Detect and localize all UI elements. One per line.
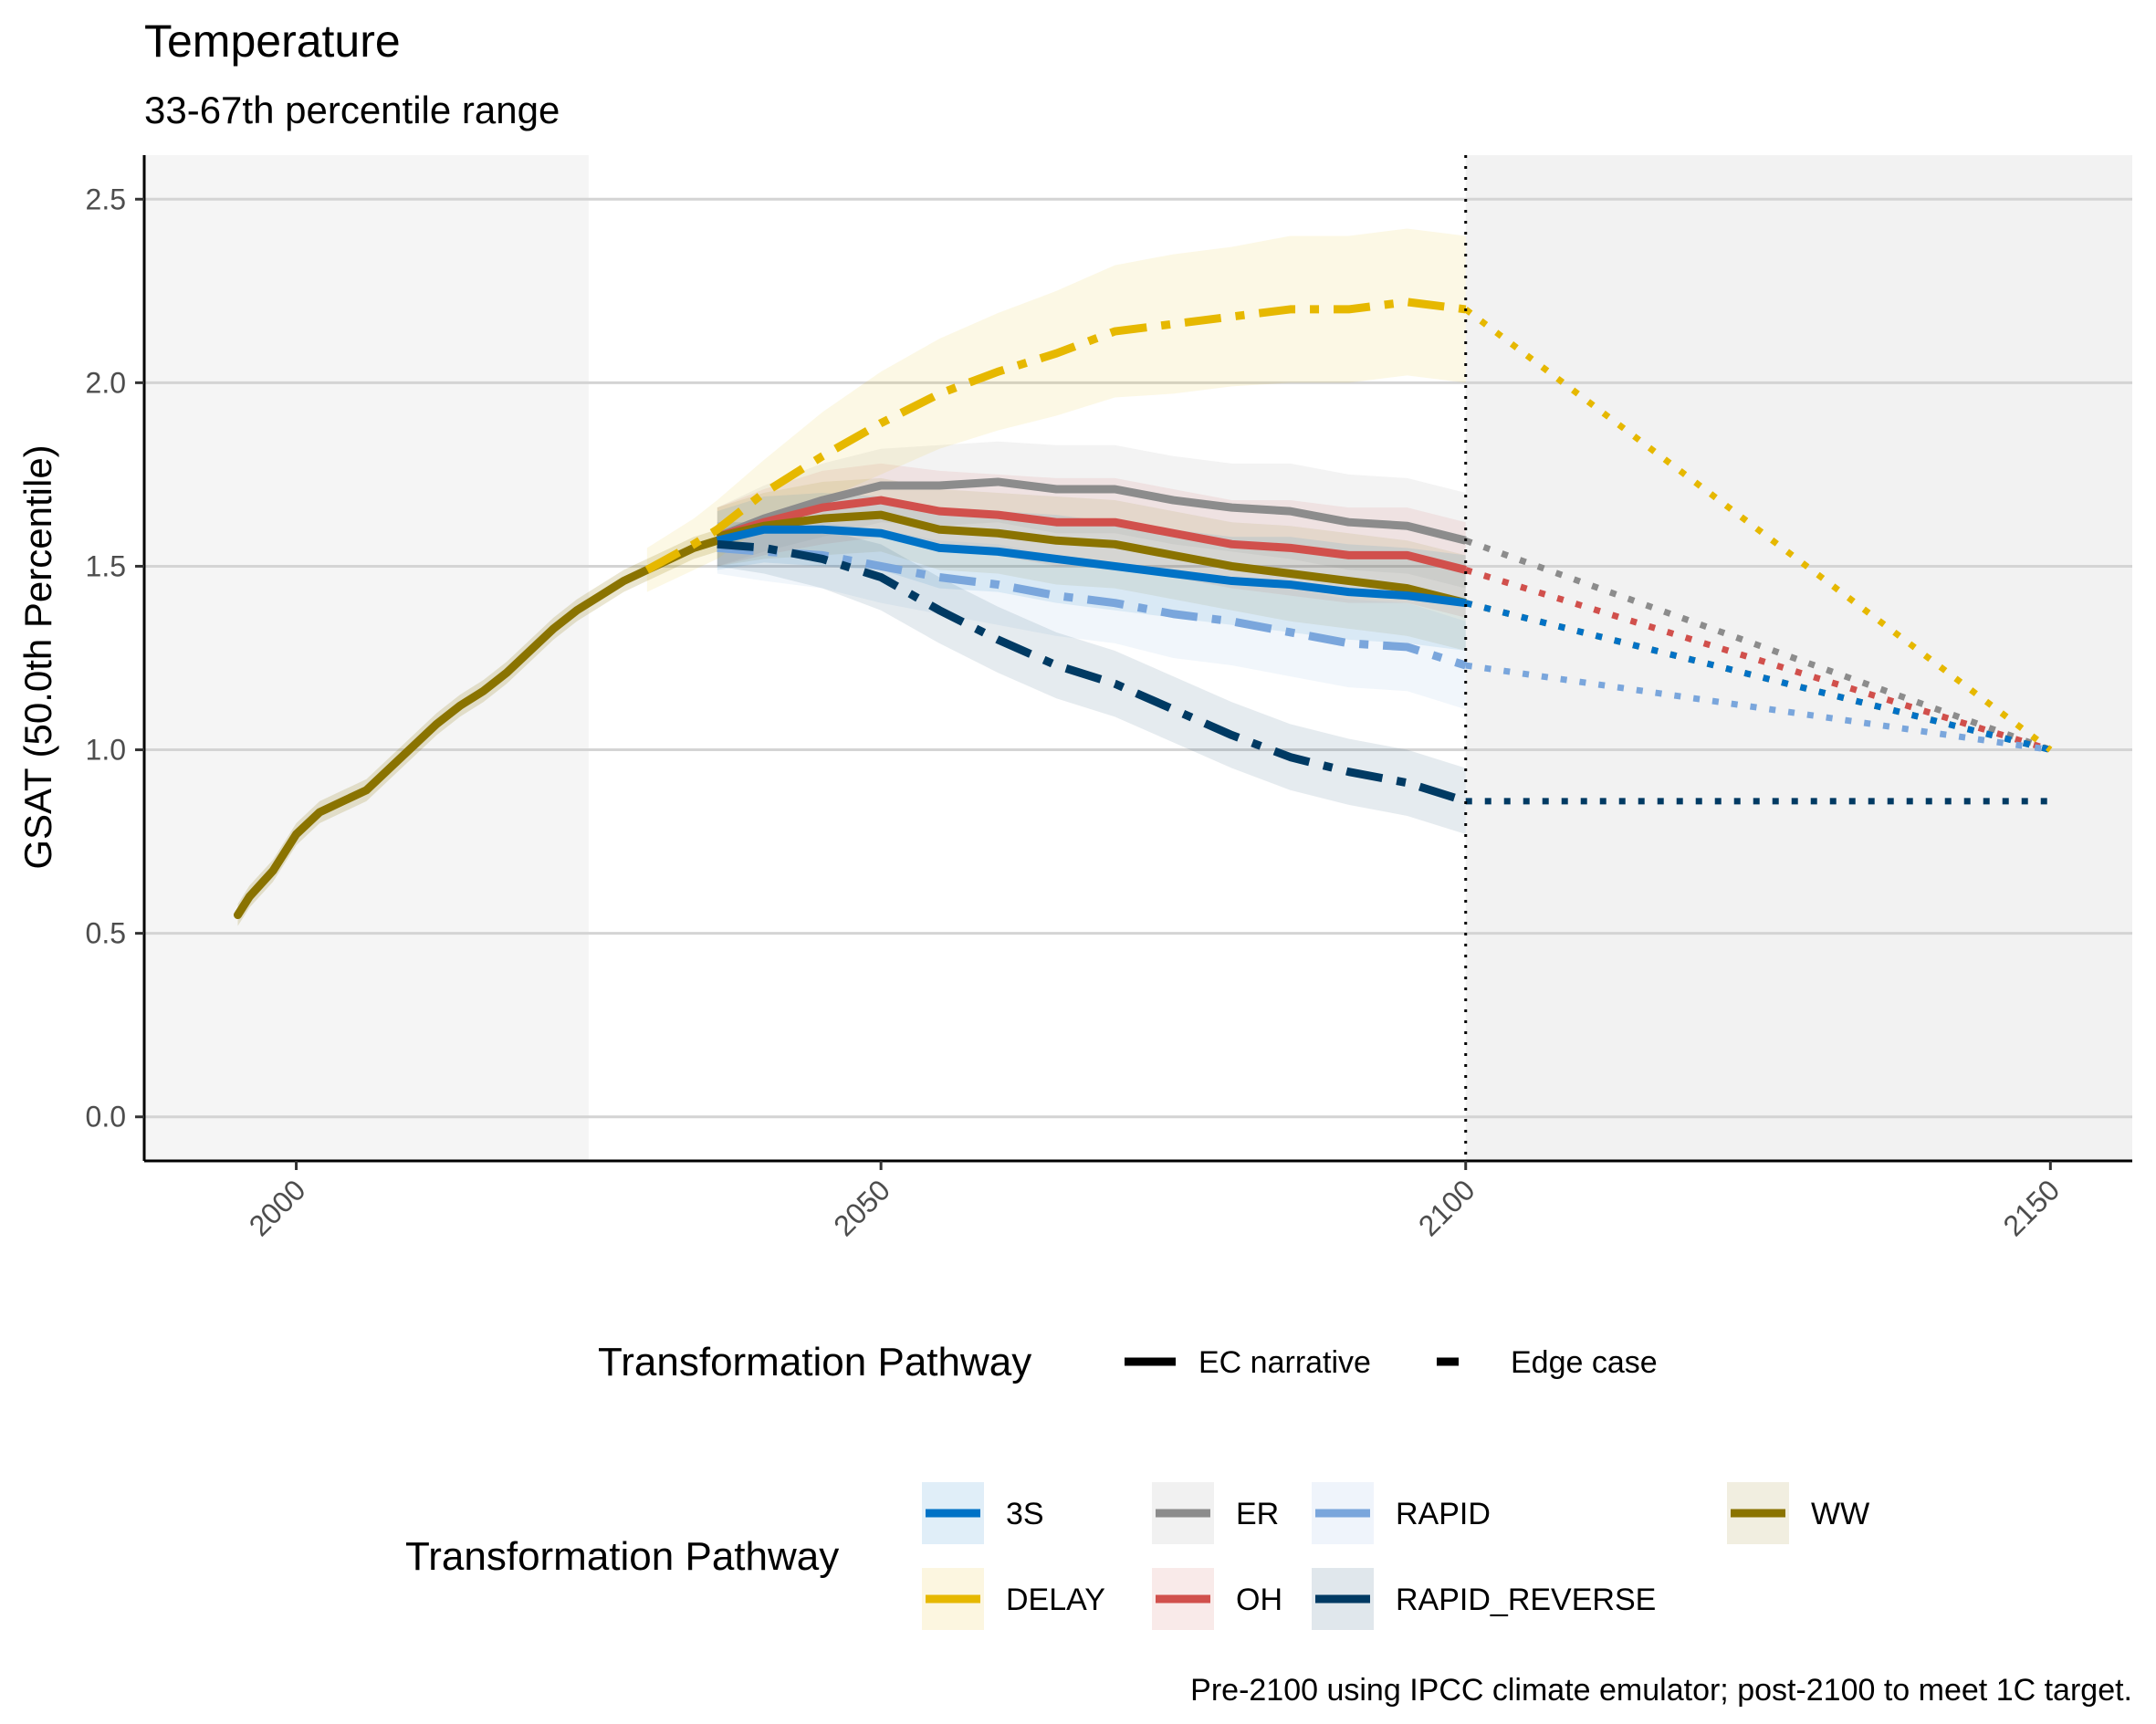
extension-3s [1464,600,2052,753]
band-er [717,441,1466,589]
legend-label-delay: DELAY [1006,1583,1105,1617]
x-tick-labels: 2000 2050 2100 2150 [243,1173,2067,1242]
band-delay [646,228,1466,592]
y-tick-label-1: 0.5 [86,917,126,950]
y-axis-label: GSAT (50.0th Percentile) [16,444,59,869]
color-legend: Transformation Pathway 3S DELAY ER OH RAPID R… [405,1482,1869,1630]
line-delay [644,298,1467,574]
y-tick-label-2: 1.0 [86,734,126,767]
line-rapid [717,543,1468,670]
line-er [716,477,1467,545]
chart-title: Temperature [144,16,401,67]
legend-label-er: ER [1236,1497,1279,1531]
legend-label-ec-narrative: EC narrative [1198,1345,1371,1380]
legend-label-oh: OH [1236,1583,1282,1617]
chart-subtitle: 33-67th percentile range [144,89,560,131]
line-oh [716,496,1467,574]
extension-delay [1463,307,2053,753]
legend-label-3s: 3S [1006,1497,1044,1531]
color-legend-title: Transformation Pathway [405,1534,839,1579]
legend-label-ww: WW [1811,1497,1869,1531]
post-2100-shade [1465,155,2132,1161]
linetype-legend-title: Transformation Pathway [598,1340,1031,1384]
band-rapid [717,522,1466,710]
line-ww [716,510,1467,608]
legend-label-rapid: RAPID [1396,1497,1491,1531]
x-tick-label-1: 2050 [827,1173,896,1242]
history-line [233,536,722,920]
post-2100-extensions [1463,307,2053,805]
plot-panel [144,155,2132,1161]
history-band [237,529,717,926]
caption: Pre-2100 using IPCC climate emulator; po… [1190,1673,2132,1708]
y-tick-label-3: 1.5 [86,549,126,582]
line-rapid-reverse [717,539,1468,806]
x-tick-label-3: 2150 [1996,1173,2066,1242]
y-tick-labels: 0.0 0.5 1.0 1.5 2.0 2.5 [86,183,126,1133]
extension-oh [1464,567,2052,753]
y-tick-label-4: 2.0 [86,366,126,399]
axes [135,155,2132,1170]
historical-line [233,536,722,920]
extension-rapid [1465,662,2051,754]
band-3s [717,493,1466,651]
y-tick-label-0: 0.0 [86,1101,126,1134]
line-3s [716,525,1467,608]
series-lines [644,298,1468,806]
gridlines [144,197,2132,1119]
x-tick-label-2: 2100 [1412,1173,1481,1242]
legend-label-edge-case: Edge case [1511,1345,1658,1380]
y-tick-label-5: 2.5 [86,183,126,215]
extension-er [1464,538,2052,753]
legend-label-rapid-reverse: RAPID_REVERSE [1396,1583,1656,1617]
linetype-legend: Transformation Pathway EC narrative Edge… [598,1340,1658,1384]
history-shade [144,155,589,1161]
x-tick-label-0: 2000 [243,1173,312,1242]
